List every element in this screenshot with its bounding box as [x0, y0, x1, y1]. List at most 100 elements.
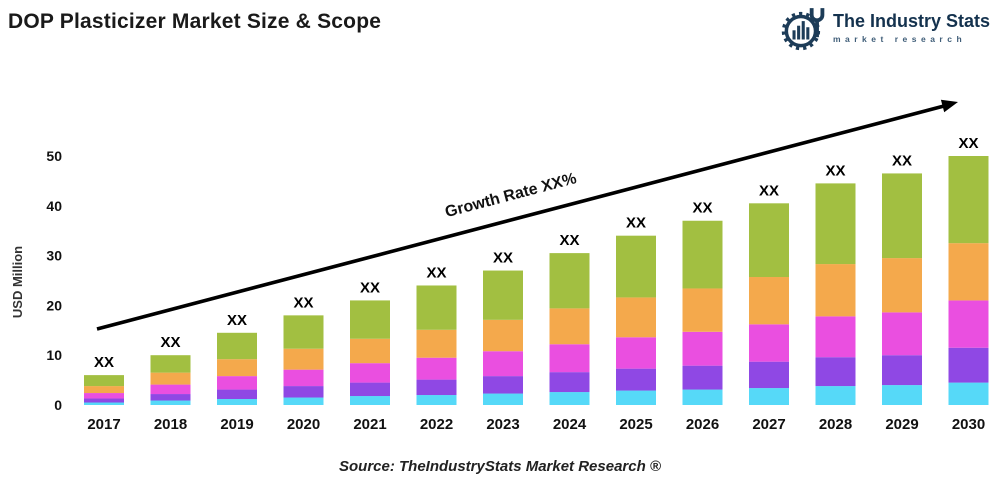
bar-segment-purple-2028 — [815, 357, 856, 387]
y-axis-tick-label: 10 — [46, 347, 62, 363]
bar-segment-magenta-2021 — [350, 363, 390, 383]
bar-segment-cyan-2027 — [749, 388, 789, 405]
bar-segment-purple-2024 — [549, 372, 590, 393]
bar-segment-purple-2017 — [84, 398, 124, 403]
bar-segment-green-2026 — [682, 220, 723, 289]
bar-value-label: XX — [426, 264, 446, 281]
bar-segment-cyan-2023 — [483, 393, 523, 405]
bar-segment-orange-2020 — [283, 348, 324, 370]
y-axis-tick-label: 30 — [46, 248, 62, 264]
bar-value-label: XX — [227, 312, 247, 329]
x-axis-tick-label: 2025 — [619, 416, 652, 433]
x-axis-tick-label: 2027 — [752, 416, 785, 433]
bar-segment-orange-2030 — [948, 243, 989, 301]
page-title: DOP Plasticizer Market Size & Scope — [8, 10, 382, 33]
bar-segment-orange-2021 — [350, 338, 390, 364]
bar-value-label: XX — [94, 354, 114, 371]
bar-segment-cyan-2030 — [948, 382, 989, 405]
bar-segment-cyan-2018 — [150, 400, 191, 405]
bar-segment-green-2017 — [84, 375, 124, 387]
bar-segment-green-2025 — [616, 235, 656, 298]
bar-segment-purple-2023 — [483, 376, 523, 394]
x-axis-tick-label: 2026 — [686, 416, 719, 433]
bar-segment-green-2030 — [948, 156, 989, 244]
x-axis-tick-label: 2019 — [220, 416, 253, 433]
y-axis-tick-label: 40 — [46, 198, 62, 214]
bar-segment-orange-2022 — [416, 329, 457, 358]
bar-segment-magenta-2027 — [749, 324, 789, 362]
bar-segment-magenta-2017 — [84, 393, 124, 399]
bar-segment-magenta-2029 — [882, 312, 922, 356]
bar-segment-orange-2019 — [217, 359, 257, 377]
bar-segment-orange-2025 — [616, 297, 656, 338]
x-axis-tick-label: 2017 — [87, 416, 120, 433]
bar-segment-magenta-2023 — [483, 351, 523, 377]
x-axis-tick-label: 2024 — [553, 416, 587, 433]
bar-segment-orange-2023 — [483, 319, 523, 352]
bar-segment-green-2029 — [882, 173, 922, 259]
bar-segment-magenta-2019 — [217, 376, 257, 390]
y-axis-title: USD Million — [10, 246, 25, 318]
bar-segment-cyan-2022 — [416, 395, 457, 405]
bar-segment-magenta-2022 — [416, 357, 457, 380]
brand-tagline: market research — [832, 33, 967, 44]
bar-value-label: XX — [360, 279, 380, 296]
bar-segment-cyan-2024 — [549, 392, 590, 405]
bar-segment-cyan-2020 — [283, 397, 324, 405]
y-axis-tick-label: 0 — [54, 397, 62, 413]
bar-segment-green-2018 — [150, 355, 191, 373]
x-axis-tick-label: 2020 — [287, 416, 320, 433]
bar-value-label: XX — [293, 294, 313, 311]
bar-segment-green-2027 — [749, 203, 789, 278]
bar-value-label: XX — [559, 232, 579, 249]
bar-segment-green-2022 — [416, 285, 457, 330]
bar-segment-purple-2026 — [682, 365, 723, 390]
bar-segment-orange-2017 — [84, 386, 124, 394]
bar-segment-orange-2024 — [549, 308, 590, 345]
bar-segment-green-2028 — [815, 183, 856, 265]
x-axis-tick-label: 2021 — [353, 416, 386, 433]
bar-segment-magenta-2025 — [616, 337, 656, 369]
bar-segment-cyan-2026 — [682, 389, 723, 405]
bar-segment-magenta-2026 — [682, 331, 723, 366]
bar-segment-cyan-2017 — [84, 402, 124, 405]
growth-trend-arrow-line — [96, 104, 945, 331]
bar-segment-magenta-2024 — [549, 344, 590, 373]
brand-logo: The Industry Stats market research — [781, 5, 990, 51]
bar-segment-cyan-2025 — [616, 390, 656, 405]
x-axis-tick-label: 2030 — [952, 416, 985, 433]
bar-segment-purple-2020 — [283, 386, 324, 398]
bar-segment-green-2019 — [217, 332, 257, 360]
x-axis-tick-label: 2029 — [885, 416, 918, 433]
bar-segment-orange-2029 — [882, 258, 922, 313]
bar-value-label: XX — [493, 250, 513, 267]
bar-segment-green-2024 — [549, 253, 590, 309]
bar-segment-cyan-2019 — [217, 399, 257, 405]
y-axis-tick-label: 50 — [46, 148, 62, 164]
bar-segment-purple-2027 — [749, 361, 789, 389]
x-axis-tick-label: 2028 — [819, 416, 852, 433]
bar-segment-orange-2026 — [682, 288, 723, 332]
y-axis-tick-label: 20 — [46, 297, 62, 313]
bar-segment-magenta-2030 — [948, 300, 989, 348]
bar-segment-cyan-2021 — [350, 396, 390, 405]
growth-trend-arrowhead — [940, 99, 958, 113]
bar-segment-green-2020 — [283, 315, 324, 349]
bar-segment-purple-2018 — [150, 394, 191, 401]
x-axis-tick-label: 2022 — [420, 416, 453, 433]
bar-value-label: XX — [160, 334, 180, 351]
x-axis-tick-label: 2018 — [154, 416, 187, 433]
bar-segment-orange-2018 — [150, 372, 191, 385]
bar-segment-orange-2028 — [815, 264, 856, 317]
bar-segment-cyan-2029 — [882, 385, 922, 405]
bar-value-label: XX — [892, 152, 912, 169]
bar-segment-magenta-2020 — [283, 369, 324, 387]
bar-segment-purple-2022 — [416, 379, 457, 396]
wrench-glyph — [809, 8, 825, 38]
bar-segment-cyan-2028 — [815, 386, 856, 405]
growth-rate-label: Growth Rate XX% — [443, 170, 578, 221]
bar-segment-magenta-2028 — [815, 316, 856, 358]
bar-segment-orange-2027 — [749, 277, 789, 325]
bar-chart-glyph — [792, 21, 810, 40]
